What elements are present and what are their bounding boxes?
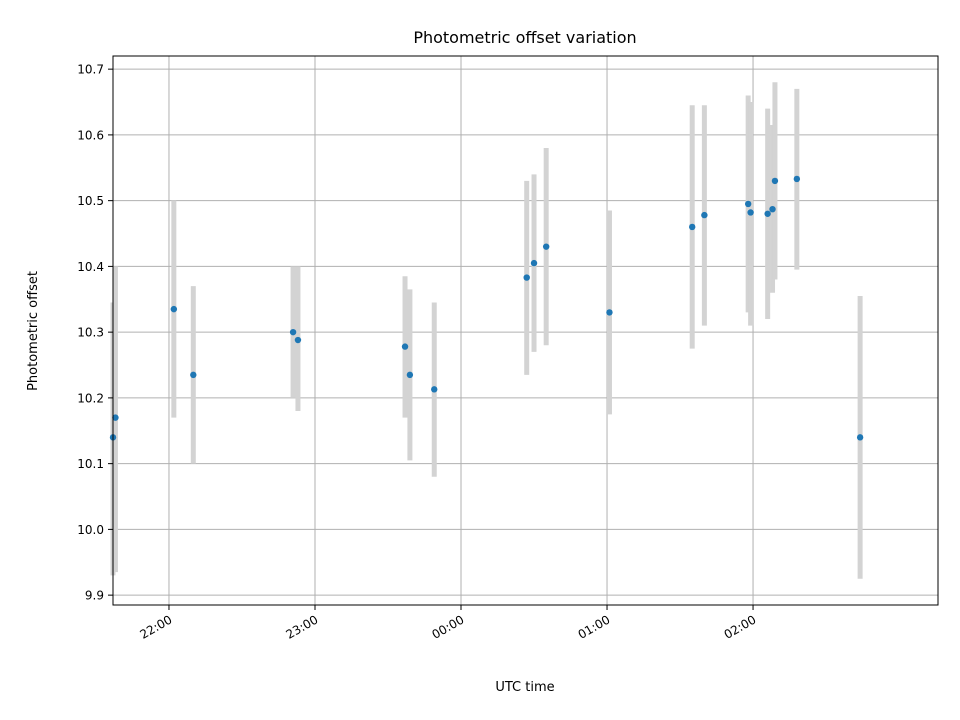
y-tick-label: 10.4 bbox=[77, 260, 104, 274]
data-point bbox=[606, 309, 613, 316]
x-axis-ticks: 22:00 23:00 00:00 01:00 02:00 bbox=[138, 605, 759, 642]
y-tick-label: 10.1 bbox=[77, 457, 104, 471]
y-tick-label: 10.2 bbox=[77, 391, 104, 405]
data-point bbox=[530, 259, 538, 267]
x-tick-label: 22:00 bbox=[138, 612, 175, 641]
y-axis-label: Photometric offset bbox=[26, 271, 41, 391]
data-point bbox=[701, 211, 708, 219]
data-point bbox=[689, 223, 696, 231]
data-point bbox=[170, 305, 178, 313]
data-point bbox=[289, 328, 297, 336]
data-points bbox=[109, 175, 864, 441]
data-point bbox=[190, 371, 197, 379]
y-tick-label: 10.6 bbox=[77, 128, 104, 142]
data-point bbox=[771, 177, 779, 185]
x-tick-label: 01:00 bbox=[576, 612, 613, 641]
data-point bbox=[856, 434, 864, 441]
y-tick-label: 10.0 bbox=[77, 523, 104, 537]
chart-title: Photometric offset variation bbox=[413, 28, 636, 47]
plot-frame bbox=[112, 55, 939, 606]
data-point bbox=[542, 243, 550, 250]
data-point bbox=[747, 209, 754, 216]
y-tick-label: 10.7 bbox=[77, 63, 104, 77]
data-point bbox=[112, 414, 119, 421]
data-point bbox=[793, 175, 801, 183]
grid bbox=[113, 56, 938, 605]
data-point bbox=[769, 205, 776, 213]
data-point bbox=[744, 200, 752, 208]
data-point bbox=[764, 210, 771, 217]
data-point bbox=[431, 386, 438, 393]
y-tick-label: 9.9 bbox=[85, 589, 104, 603]
data-point bbox=[523, 274, 530, 281]
data-point bbox=[406, 371, 414, 379]
x-tick-label: 23:00 bbox=[284, 612, 321, 641]
data-point bbox=[401, 343, 409, 350]
y-axis-ticks: 9.9 10.0 10.1 10.2 10.3 10.4 10.5 10.6 10.7 bbox=[77, 63, 113, 603]
error-bars bbox=[110, 82, 863, 579]
y-tick-label: 10.3 bbox=[77, 326, 104, 340]
data-point bbox=[294, 336, 302, 344]
x-axis-label: UTC time bbox=[495, 680, 554, 695]
x-tick-label: 02:00 bbox=[722, 612, 759, 641]
y-tick-label: 10.5 bbox=[77, 194, 104, 208]
x-tick-label: 00:00 bbox=[430, 612, 467, 641]
